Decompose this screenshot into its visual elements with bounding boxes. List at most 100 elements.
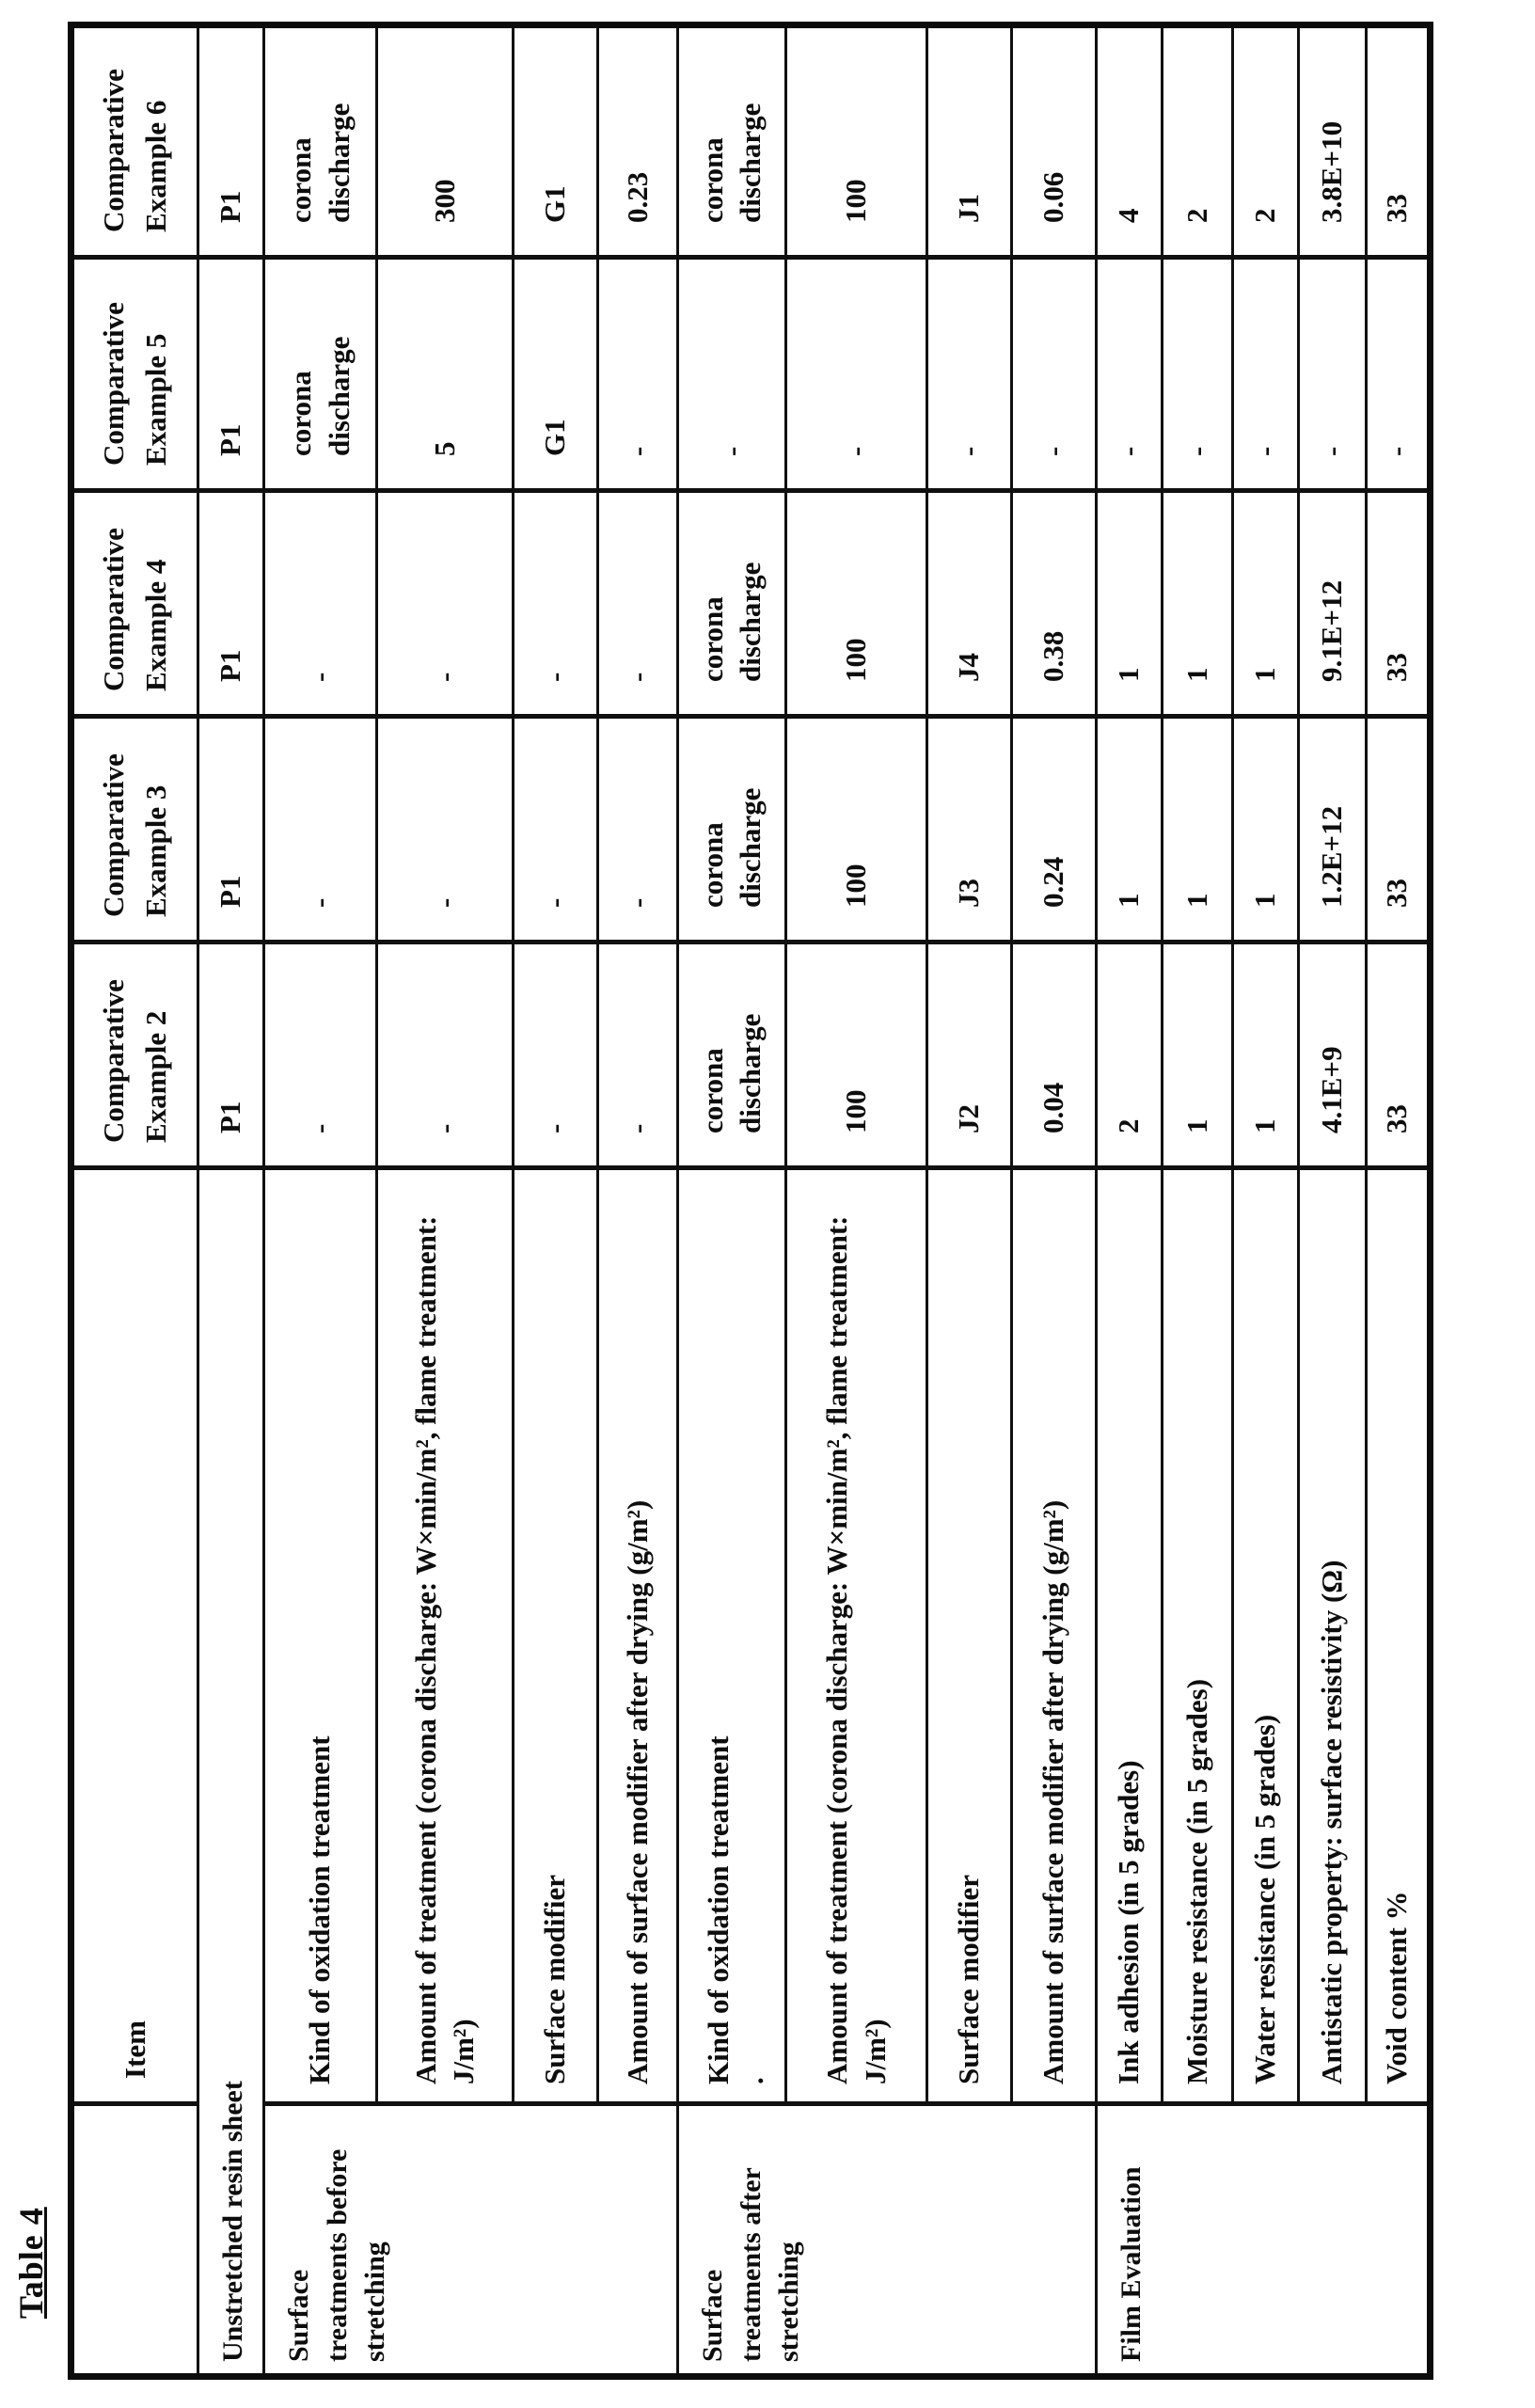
data-table: Item Comparative Example 2 Comparative Exa… (68, 22, 1433, 2380)
column-header: Comparative Example 5 (71, 257, 198, 491)
value-cell: P1 (198, 24, 264, 258)
value-cell: 0.06 (1011, 24, 1097, 258)
item-text: Amount of treatment (corona discharge: W… (820, 1215, 892, 2084)
table-row: Item Comparative Example 2 Comparative Exa… (71, 24, 198, 2377)
value-cell: 1 (1232, 490, 1299, 717)
value-cell: 5 (376, 257, 514, 491)
value-cell: corona discharge (263, 257, 377, 491)
value-cell: - (597, 716, 678, 943)
value-cell: 4.1E+9 (1298, 942, 1367, 1168)
item-cell: Amount of treatment (corona discharge: W… (376, 1167, 514, 2104)
value-cell: - (597, 942, 678, 1168)
table-row: Void content % 33 33 33-33 (1366, 24, 1431, 2377)
value-cell: 1 (1162, 942, 1233, 1168)
value-cell: 2 (1162, 24, 1233, 258)
value-cell: 33 (1366, 24, 1431, 258)
table-row: Antistatic property: surface resistivity… (1298, 24, 1367, 2377)
table-row: Amount of surface modifier after drying … (1011, 24, 1097, 2377)
value-cell: J2 (926, 942, 1012, 1168)
value-cell: 33 (1366, 716, 1431, 943)
value-cell: 100 (785, 24, 927, 258)
value-cell: - (376, 716, 514, 943)
value-cell: - (1096, 257, 1163, 491)
value-cell: - (513, 716, 598, 943)
item-cell: Amount of surface modifier after drying … (597, 1167, 678, 2104)
value-cell: 1 (1162, 716, 1233, 943)
item-text: Amount of surface modifier after drying … (1037, 1499, 1070, 2084)
item-column-header: Item (71, 1167, 198, 2104)
value-cell: 33 (1366, 942, 1431, 1168)
group-label: Unstretched resin sheet (198, 1167, 264, 2377)
value-cell: G1 (513, 24, 598, 258)
item-text: Void content % (1380, 1891, 1414, 2084)
value-cell: 0.23 (597, 24, 678, 258)
item-cell: Amount of treatment (corona discharge: W… (785, 1167, 927, 2104)
value-cell: 2 (1232, 24, 1299, 258)
value-cell: corona discharge (263, 24, 377, 258)
item-text: Kind of oxidation treatment (702, 1735, 735, 2084)
item-text: Antistatic property: surface resistivity… (1315, 1560, 1349, 2084)
column-header: Comparative Example 4 (71, 490, 198, 717)
value-cell: - (1366, 257, 1431, 491)
item-cell: Water resistance (in 5 grades) (1232, 1167, 1299, 2104)
value-cell: corona discharge (677, 490, 786, 717)
item-text: Surface modifier (952, 1875, 986, 2084)
value-cell: 1 (1096, 490, 1163, 717)
item-text: Amount of surface modifier after drying … (620, 1499, 654, 2084)
column-header: Comparative Example 3 (71, 716, 198, 943)
item-cell: Surface modifier (926, 1167, 1012, 2104)
table-row: Surface modifier - - - G1 G1 (513, 24, 598, 2377)
value-cell: - (263, 942, 377, 1168)
column-header: Comparative Example 6 (71, 24, 198, 258)
item-text: Amount of treatment (corona discharge: W… (408, 1215, 480, 2084)
value-cell: 100 (785, 942, 927, 1168)
value-cell: 4 (1096, 24, 1163, 258)
group-label: Surface treatments after stretching (677, 2103, 1097, 2377)
item-cell: Ink adhesion (in 5 grades) (1096, 1167, 1163, 2104)
table-row: Surface modifier J2 J3 J4- J1 (926, 24, 1012, 2377)
value-cell: 2 (1096, 942, 1163, 1168)
item-cell: Void content % (1366, 1167, 1431, 2104)
table-row: Water resistance (in 5 grades) 1 1 1-2 (1232, 24, 1299, 2377)
value-cell: J1 (926, 24, 1012, 258)
value-cell: J4 (926, 490, 1012, 717)
corner-cell (71, 2103, 198, 2377)
item-text: Surface modifier (538, 1875, 572, 2084)
group-label: Film Evaluation (1096, 2103, 1431, 2377)
value-cell: 100 (785, 490, 927, 717)
value-cell: - (376, 942, 514, 1168)
value-cell: 1 (1232, 942, 1299, 1168)
value-cell: 1.2E+12 (1298, 716, 1367, 943)
value-cell: 100 (785, 716, 927, 943)
value-cell: corona discharge (677, 716, 786, 943)
value-cell: 1 (1232, 716, 1299, 943)
value-cell: - (513, 490, 598, 717)
value-cell: 300 (376, 24, 514, 258)
value-cell: - (263, 490, 377, 717)
value-cell: 33 (1366, 490, 1431, 717)
table-row: Amount of treatment (corona discharge: W… (785, 24, 927, 2377)
value-cell: 0.24 (1011, 716, 1097, 943)
value-cell: corona discharge (677, 24, 786, 258)
value-cell: P1 (198, 716, 264, 943)
table-row: Amount of treatment (corona discharge: W… (376, 24, 514, 2377)
value-cell: - (1162, 257, 1233, 491)
value-cell: G1 (513, 257, 598, 491)
value-cell: P1 (198, 257, 264, 491)
value-cell: - (1298, 257, 1367, 491)
value-cell: - (677, 257, 786, 491)
value-cell: P1 (198, 490, 264, 717)
value-cell: - (597, 257, 678, 491)
value-cell: 9.1E+12 (1298, 490, 1367, 717)
value-cell: - (263, 716, 377, 943)
table-row: Film Evaluation Ink adhesion (in 5 grades… (1096, 24, 1431, 2377)
value-cell: 1 (1096, 716, 1163, 943)
item-text: Kind of oxidation treatment (303, 1735, 337, 2084)
item-cell: Surface modifier (513, 1167, 598, 2104)
value-cell: - (376, 490, 514, 717)
value-cell: corona discharge (677, 942, 786, 1168)
item-cell: Moisture resistance (in 5 grades) (1162, 1167, 1233, 2104)
value-cell: - (1011, 257, 1097, 491)
value-cell: P1 (198, 942, 264, 1168)
